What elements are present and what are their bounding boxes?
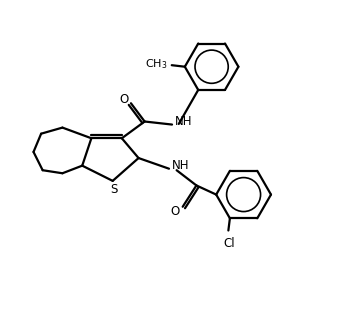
- Text: CH$_3$: CH$_3$: [145, 57, 167, 71]
- Text: NH: NH: [171, 159, 189, 172]
- Text: Cl: Cl: [223, 237, 235, 250]
- Text: O: O: [170, 205, 180, 218]
- Text: NH: NH: [174, 115, 192, 128]
- Text: O: O: [120, 93, 129, 106]
- Text: S: S: [111, 183, 118, 196]
